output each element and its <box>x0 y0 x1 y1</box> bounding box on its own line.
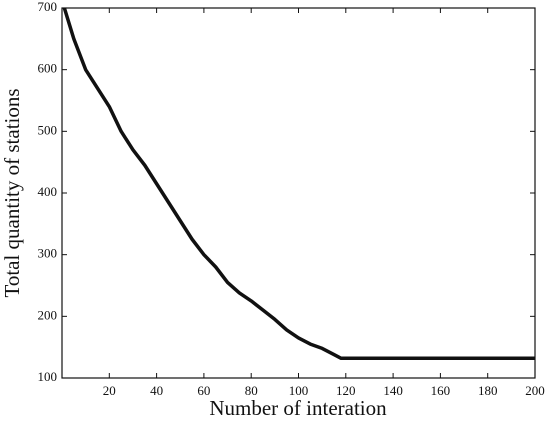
y-tick-label: 700 <box>38 0 58 14</box>
x-tick-label: 160 <box>431 383 451 398</box>
x-tick-label: 140 <box>383 383 403 398</box>
x-tick-label: 180 <box>478 383 498 398</box>
x-tick-label: 100 <box>289 383 309 398</box>
plot-frame <box>61 7 536 379</box>
x-tick-label: 60 <box>197 383 210 398</box>
y-tick-label: 500 <box>38 122 58 137</box>
y-tick-label: 400 <box>38 184 58 199</box>
data-line <box>62 7 535 361</box>
x-tick-label: 20 <box>103 383 116 398</box>
x-tick-label: 120 <box>336 383 356 398</box>
x-axis-label: Number of interation <box>209 396 387 420</box>
x-tick-label: 40 <box>150 383 163 398</box>
x-tick-label: 80 <box>245 383 258 398</box>
y-tick-label: 600 <box>38 61 58 76</box>
x-tick-label: 200 <box>525 383 545 398</box>
y-tick-label: 200 <box>38 307 58 322</box>
y-tick-label: 300 <box>38 246 58 261</box>
y-axis-label: Total quantity of stations <box>0 88 24 297</box>
y-tick-label: 100 <box>38 369 58 384</box>
